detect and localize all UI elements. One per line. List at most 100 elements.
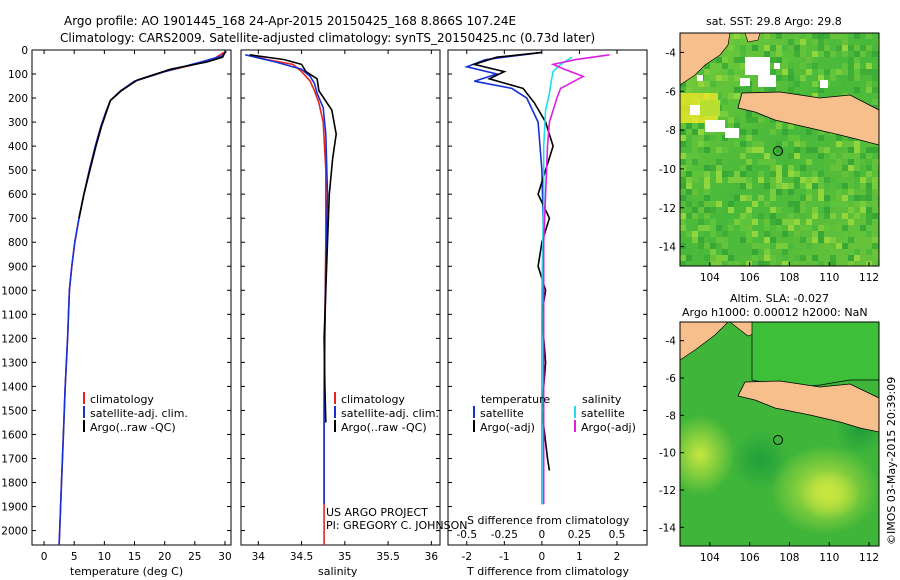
sst-pixel — [764, 237, 770, 243]
header-line2: Climatology: CARS2009. Satellite-adjuste… — [60, 31, 595, 45]
sst-pixel — [770, 171, 776, 177]
sst-pixel — [866, 147, 872, 153]
sst-pixel — [848, 165, 854, 171]
sst-pixel — [740, 219, 746, 225]
sst-pixel — [788, 201, 794, 207]
temperature-panel — [31, 49, 232, 546]
legend-satellite: satellite-adj. clim. — [90, 407, 188, 420]
sst-pixel — [788, 123, 794, 129]
sst-pixel — [764, 207, 770, 213]
sst-pixel — [704, 249, 710, 255]
sst-pixel — [722, 63, 728, 69]
sst-pixel — [758, 249, 764, 255]
sst-pixel — [788, 207, 794, 213]
sst-pixel — [758, 261, 764, 266]
sst-pixel — [854, 57, 860, 63]
sst-pixel — [836, 45, 842, 51]
sst-pixel — [770, 165, 776, 171]
sst-pixel — [698, 237, 704, 243]
sst-pixel — [866, 225, 872, 231]
map-x-tick-label: 112 — [859, 272, 879, 284]
sst-pixel — [830, 261, 836, 266]
sst-pixel — [746, 213, 752, 219]
sst-pixel — [818, 189, 824, 195]
sst-pixel — [770, 117, 776, 123]
sst-pixel — [794, 135, 800, 141]
sst-pixel — [704, 237, 710, 243]
sst-pixel — [848, 69, 854, 75]
sst-pixel — [758, 141, 764, 147]
map-x-tick-label: 106 — [740, 552, 760, 564]
sst-pixel — [734, 261, 740, 266]
sst-pixel — [812, 51, 818, 57]
sst-pixel — [794, 261, 800, 266]
sst-pixel — [716, 225, 722, 231]
sst-pixel — [842, 231, 848, 237]
sst-pixel — [800, 201, 806, 207]
sst-pixel — [812, 81, 818, 87]
top-tick-label: 0.5 — [609, 529, 626, 541]
sst-pixel — [818, 51, 824, 57]
x-tick-label: 10 — [98, 551, 111, 563]
sst-pixel — [836, 189, 842, 195]
sst-pixel — [776, 225, 782, 231]
sst-pixel — [812, 171, 818, 177]
sst-pixel — [830, 201, 836, 207]
sst-pixel — [866, 69, 872, 75]
sst-pixel — [854, 39, 860, 45]
sst-pixel — [854, 201, 860, 207]
sst-pixel — [776, 177, 782, 183]
x-tick-label: 20 — [158, 551, 171, 563]
island-land — [744, 33, 761, 43]
sst-pixel — [836, 63, 842, 69]
sst-pixel — [794, 147, 800, 153]
sst-pixel — [794, 231, 800, 237]
sst-pixel — [740, 51, 746, 57]
sst-pixel — [812, 183, 818, 189]
sst-pixel — [686, 141, 692, 147]
sst-pixel — [698, 171, 704, 177]
sst-pixel — [776, 207, 782, 213]
sst-pixel — [740, 33, 746, 39]
sst-pixel — [722, 237, 728, 243]
sst-pixel — [704, 147, 710, 153]
sst-pixel — [830, 75, 836, 81]
top-tick-label: 0.25 — [568, 529, 591, 541]
salinity-xlabel: salinity — [318, 565, 358, 578]
depth-tick-label: 300 — [8, 117, 28, 129]
sst-pixel — [716, 177, 722, 183]
sst-pixel — [770, 69, 776, 75]
sst-pixel — [686, 147, 692, 153]
sst-pixel — [866, 195, 872, 201]
sst-pixel — [812, 63, 818, 69]
sst-pixel — [818, 195, 824, 201]
sst-pixel — [728, 45, 734, 51]
java-land — [737, 380, 879, 433]
sst-pixel — [680, 243, 686, 249]
sst-pixel — [746, 249, 752, 255]
sst-pixel — [824, 243, 830, 249]
sst-pixel — [788, 213, 794, 219]
sst-pixel — [818, 57, 824, 63]
sst-pixel — [698, 81, 704, 87]
sst-pixel — [770, 57, 776, 63]
sst-pixel — [716, 57, 722, 63]
sst-pixel — [710, 249, 716, 255]
sst-pixel — [770, 177, 776, 183]
sst-pixel — [764, 249, 770, 255]
x-tick-label: 1 — [576, 551, 583, 563]
sst-pixel — [764, 159, 770, 165]
sst-pixel — [770, 183, 776, 189]
sst-pixel — [836, 51, 842, 57]
sla-map-title: Altim. SLA: -0.027 — [730, 292, 829, 305]
sst-pixel — [872, 75, 878, 81]
sst-pixel — [830, 237, 836, 243]
sst-pixel — [788, 225, 794, 231]
sst-pixel — [872, 243, 878, 249]
sst-pixel — [854, 33, 860, 39]
sst-pixel — [788, 165, 794, 171]
sst-pixel — [866, 93, 872, 99]
sst-pixel — [770, 159, 776, 165]
salinity-plot: 34 34.5 35 35.5 36 — [245, 50, 438, 563]
sst-pixel — [746, 237, 752, 243]
